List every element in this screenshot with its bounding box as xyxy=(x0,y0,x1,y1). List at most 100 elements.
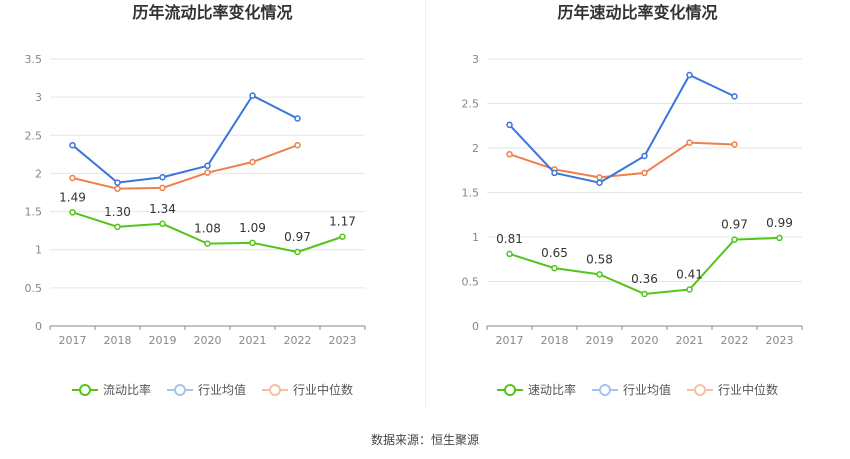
x-tick-label: 2021 xyxy=(239,334,267,347)
data-label: 1.30 xyxy=(104,205,131,219)
y-tick-label: 1.5 xyxy=(462,187,480,200)
data-point xyxy=(249,92,256,99)
data-label: 0.41 xyxy=(676,268,703,282)
data-point xyxy=(249,239,256,247)
quick-ratio-chart: 0 0.5 1 1.5 2 2.5 3 2017 2018 2019 2020 2021 2022 202… xyxy=(462,53,803,347)
data-label: 0.97 xyxy=(284,230,311,244)
x-tick-label: 2022 xyxy=(721,334,749,347)
data-label: 0.97 xyxy=(721,218,748,232)
series-line-1 xyxy=(71,94,298,184)
data-point xyxy=(641,290,648,298)
y-tick-label: 2 xyxy=(35,167,42,180)
legend-item-quick-ratio[interactable]: 速动比率 xyxy=(496,381,576,398)
legend-quick-ratio: 速动比率 行业均值 行业中位数 xyxy=(425,381,850,398)
data-point xyxy=(159,184,166,192)
data-source: 数据来源：恒生聚源 xyxy=(370,433,479,447)
y-tick-label: 3 xyxy=(472,53,479,66)
legend-line-icon xyxy=(166,383,193,397)
legend-item-industry-median[interactable]: 行业中位数 xyxy=(687,381,778,398)
y-tick-label: 1.5 xyxy=(25,206,43,219)
y-tick-label: 1 xyxy=(35,244,42,257)
data-point xyxy=(506,250,513,258)
data-label: 0.99 xyxy=(766,216,793,230)
data-point xyxy=(686,139,693,146)
legend-line-icon xyxy=(687,383,713,397)
y-tick-label: 0.5 xyxy=(462,276,480,289)
y-tick-label: 0.5 xyxy=(25,282,43,295)
legend-item-industry-median[interactable]: 行业中位数 xyxy=(262,381,353,398)
legend-line-icon xyxy=(262,383,288,397)
data-point xyxy=(551,169,558,177)
x-tick-label: 2023 xyxy=(329,334,357,347)
panel-divider xyxy=(425,0,426,408)
x-tick-label: 2021 xyxy=(676,334,704,347)
data-point xyxy=(731,93,738,100)
y-tick-label: 3.5 xyxy=(25,53,43,66)
x-tick-label: 2019 xyxy=(586,334,614,347)
data-point xyxy=(159,173,166,181)
legend-label: 行业均值 xyxy=(622,383,671,397)
data-point xyxy=(506,150,513,158)
data-point xyxy=(731,141,738,148)
data-point xyxy=(114,179,121,186)
data-point xyxy=(204,169,211,176)
x-tick-label: 2017 xyxy=(59,334,87,347)
data-point xyxy=(159,220,166,228)
x-tick-label: 2022 xyxy=(284,334,312,347)
data-point xyxy=(294,115,301,122)
quick-ratio-panel: 历年速动比率变化情况 0 0.5 1 1.5 2 2.5 3 2017 2018 2019 2020… xyxy=(425,0,850,420)
data-point xyxy=(641,152,648,160)
y-tick-label: 1 xyxy=(472,231,479,244)
data-label: 1.08 xyxy=(194,222,221,236)
x-tick-label: 2023 xyxy=(766,334,794,347)
legend-item-industry-mean[interactable]: 行业均值 xyxy=(591,381,671,398)
y-tick-label: 2.5 xyxy=(25,129,43,142)
chart-title-quick-ratio: 历年速动比率变化情况 xyxy=(557,3,718,22)
legend-label: 行业中位数 xyxy=(293,383,354,397)
data-point xyxy=(731,236,738,243)
legend-label: 行业中位数 xyxy=(718,383,779,397)
x-tick-label: 2020 xyxy=(194,334,222,347)
legend-line-icon xyxy=(496,383,523,397)
data-point xyxy=(596,271,603,278)
data-point xyxy=(114,223,121,231)
chart-title-current-ratio: 历年流动比率变化情况 xyxy=(132,3,293,22)
data-point xyxy=(204,162,211,170)
data-point xyxy=(339,233,346,240)
data-point xyxy=(551,264,558,272)
data-point xyxy=(69,141,76,149)
x-tick-label: 2018 xyxy=(104,334,132,347)
data-point xyxy=(686,71,693,79)
data-label: 0.81 xyxy=(496,232,523,246)
data-point xyxy=(596,174,603,181)
legend-item-current-ratio[interactable]: 流动比率 xyxy=(71,381,151,398)
data-label: 0.65 xyxy=(541,246,568,260)
data-point xyxy=(69,209,76,216)
data-label: 0.36 xyxy=(631,272,658,286)
y-tick-label: 0 xyxy=(472,320,479,333)
data-point xyxy=(114,185,121,192)
data-label: 1.49 xyxy=(59,190,86,204)
y-tick-label: 3 xyxy=(35,91,42,104)
x-tick-label: 2019 xyxy=(149,334,177,347)
series-line-1 xyxy=(508,74,735,184)
current-ratio-panel: 历年流动比率变化情况 0 0.5 1 1.5 2 2.5 3 3.5 2017 2018 2019 2… xyxy=(0,0,425,420)
legend-line-icon xyxy=(591,383,618,397)
y-tick-label: 0 xyxy=(35,320,42,333)
data-point xyxy=(641,169,648,177)
data-point xyxy=(686,286,693,293)
data-label: 1.17 xyxy=(329,215,356,229)
y-tick-label: 2.5 xyxy=(462,98,480,111)
legend-item-industry-mean[interactable]: 行业均值 xyxy=(166,381,246,398)
series-line-2 xyxy=(72,144,298,190)
data-label: 1.09 xyxy=(239,221,266,235)
data-point xyxy=(776,234,783,242)
current-ratio-chart: 0 0.5 1 1.5 2 2.5 3 3.5 2017 2018 2019 2020 2021 2022… xyxy=(25,53,366,347)
legend-label: 行业均值 xyxy=(197,383,246,397)
data-point xyxy=(249,158,256,166)
legend-label: 流动比率 xyxy=(102,383,151,397)
data-point xyxy=(506,121,513,129)
data-point xyxy=(204,240,211,247)
data-point xyxy=(294,141,301,149)
data-point xyxy=(596,179,603,186)
